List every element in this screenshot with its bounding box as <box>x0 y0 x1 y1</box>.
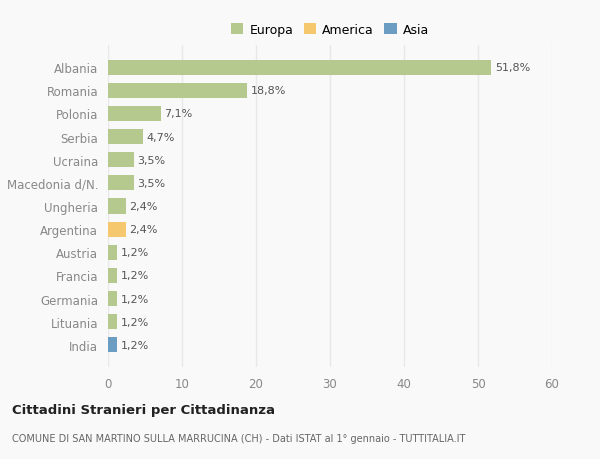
Text: 1,2%: 1,2% <box>121 271 149 281</box>
Legend: Europa, America, Asia: Europa, America, Asia <box>227 20 433 40</box>
Text: Cittadini Stranieri per Cittadinanza: Cittadini Stranieri per Cittadinanza <box>12 403 275 416</box>
Bar <box>108 269 117 283</box>
Bar <box>108 314 117 330</box>
Bar <box>108 84 247 99</box>
Text: 51,8%: 51,8% <box>495 63 530 73</box>
Text: 7,1%: 7,1% <box>164 109 193 119</box>
Bar <box>108 199 126 214</box>
Text: 1,2%: 1,2% <box>121 340 149 350</box>
Bar <box>108 337 117 353</box>
Bar <box>108 176 134 191</box>
Text: 3,5%: 3,5% <box>137 156 166 165</box>
Text: 1,2%: 1,2% <box>121 294 149 304</box>
Bar <box>108 106 161 122</box>
Text: 3,5%: 3,5% <box>137 179 166 189</box>
Text: 1,2%: 1,2% <box>121 317 149 327</box>
Bar <box>108 153 134 168</box>
Text: 1,2%: 1,2% <box>121 248 149 257</box>
Bar <box>108 245 117 260</box>
Bar <box>108 291 117 307</box>
Text: 18,8%: 18,8% <box>251 86 286 96</box>
Text: 4,7%: 4,7% <box>146 132 175 142</box>
Bar <box>108 61 491 76</box>
Text: 2,4%: 2,4% <box>130 202 158 212</box>
Text: COMUNE DI SAN MARTINO SULLA MARRUCINA (CH) - Dati ISTAT al 1° gennaio - TUTTITAL: COMUNE DI SAN MARTINO SULLA MARRUCINA (C… <box>12 433 466 442</box>
Text: 2,4%: 2,4% <box>130 224 158 235</box>
Bar <box>108 222 126 237</box>
Bar <box>108 130 143 145</box>
